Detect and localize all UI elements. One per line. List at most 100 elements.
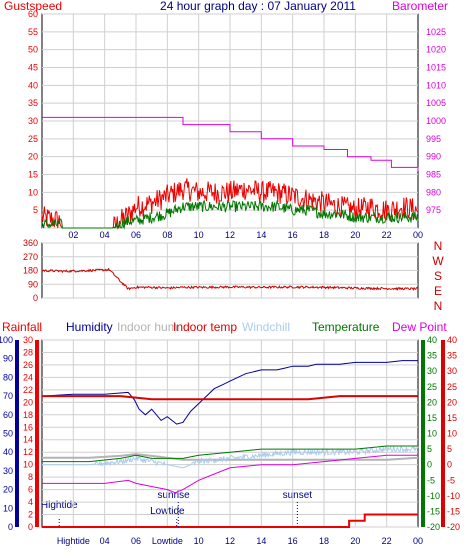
y-tick-temperature-30: 30 (427, 366, 437, 376)
y-tick-humidity-50: 50 (3, 429, 13, 439)
y-tick-rainfall-26: 26 (23, 360, 33, 370)
y-tick-gust-25: 25 (28, 134, 38, 144)
y-tick-indoor-temperature--20: -20 (447, 522, 460, 532)
y-tick-baro-975: 975 (426, 205, 441, 215)
legend-indoor-temp: Indoor temp (173, 320, 237, 334)
legend-temperature: Temperature (312, 320, 380, 334)
y-tick-temperature-25: 25 (427, 382, 437, 392)
y-tick-temperature--10: -10 (427, 491, 440, 501)
y-tick-temperature-5: 5 (427, 444, 432, 454)
y-tick-gust-35: 35 (28, 98, 38, 108)
y-tick-humidity-60: 60 (3, 410, 13, 420)
x-tick-temperature-22: 22 (382, 536, 392, 546)
y-tick-rainfall-20: 20 (23, 397, 33, 407)
series-windchill (42, 445, 419, 469)
legend-windchill: Windchill (242, 320, 290, 334)
y-tick-rainfall-2: 2 (28, 510, 33, 520)
x-tick-wind-02: 02 (68, 230, 78, 240)
y-tick-indoor-temperature-25: 25 (447, 382, 457, 392)
y-tick-rainfall-6: 6 (28, 485, 33, 495)
y-tick-humidity-40: 40 (3, 447, 13, 457)
sunset-label: sunset (283, 490, 313, 501)
y-tick-rainfall-18: 18 (23, 410, 33, 420)
axis-tick-labels: 5101520253035404550556097598098599099510… (0, 9, 460, 546)
y-tick-direction-270: 270 (23, 252, 38, 262)
x-tick-temperature-lowtide: Lowtide (152, 536, 183, 546)
series-temperature (42, 445, 418, 463)
y-tick-humidity-10: 10 (3, 503, 13, 513)
y-tick-gust-5: 5 (33, 205, 38, 215)
x-tick-temperature-14: 14 (256, 536, 266, 546)
legend-dew-point: Dew Point (392, 320, 447, 334)
y-tick-temperature-35: 35 (427, 351, 437, 361)
y-tick-baro-995: 995 (426, 134, 441, 144)
y-tick-temperature-0: 0 (427, 460, 432, 470)
y-tick-rainfall-8: 8 (28, 472, 33, 482)
y-tick-rainfall-16: 16 (23, 422, 33, 432)
temperature-axis-bar (421, 340, 425, 527)
y-tick-temperature--20: -20 (427, 522, 440, 532)
legend-indoor-hum: Indoor hum (117, 320, 178, 334)
y-tick-humidity-80: 80 (3, 372, 13, 382)
y-tick-baro-980: 980 (426, 187, 441, 197)
y-tick-temperature--15: -15 (427, 506, 440, 516)
y-tick-indoor-temperature--10: -10 (447, 491, 460, 501)
y-tick-temperature-20: 20 (427, 397, 437, 407)
compass-n-top-label: N (434, 239, 443, 253)
x-tick-temperature-18: 18 (319, 536, 329, 546)
y-tick-humidity-30: 30 (3, 466, 13, 476)
x-tick-temperature-06: 06 (131, 536, 141, 546)
legend-rainfall: Rainfall (2, 320, 42, 334)
y-tick-direction-360: 360 (23, 238, 38, 248)
y-tick-gust-55: 55 (28, 27, 38, 37)
x-tick-wind-08: 08 (162, 230, 172, 240)
sunrise-label: sunrise (157, 490, 190, 501)
x-tick-wind-10: 10 (194, 230, 204, 240)
y-tick-indoor-temperature-15: 15 (447, 413, 457, 423)
y-tick-baro-990: 990 (426, 152, 441, 162)
y-tick-indoor-temperature-10: 10 (447, 429, 457, 439)
y-tick-baro-1020: 1020 (426, 45, 446, 55)
y-tick-rainfall-30: 30 (23, 335, 33, 345)
series-barometer (42, 116, 419, 171)
series-rainfall (42, 513, 418, 528)
x-tick-temperature-12: 12 (225, 536, 235, 546)
y-tick-baro-1025: 1025 (426, 27, 446, 37)
series-wind-direction (41, 267, 419, 291)
y-tick-humidity-100: 100 (0, 335, 13, 345)
y-tick-direction-180: 180 (23, 266, 38, 276)
y-tick-gust-60: 60 (28, 9, 38, 19)
y-tick-humidity-0: 0 (8, 522, 13, 532)
y-tick-indoor-temperature-35: 35 (447, 351, 457, 361)
compass-s-label: S (434, 269, 442, 283)
y-tick-baro-1000: 1000 (426, 116, 446, 126)
y-tick-rainfall-22: 22 (23, 385, 33, 395)
series-humidity (41, 360, 418, 425)
y-tick-gust-10: 10 (28, 187, 38, 197)
y-tick-baro-985: 985 (426, 170, 441, 180)
x-tick-wind-18: 18 (319, 230, 329, 240)
y-tick-indoor-temperature--15: -15 (447, 506, 460, 516)
x-tick-wind-14: 14 (256, 230, 266, 240)
x-tick-wind-00: 00 (413, 230, 423, 240)
x-tick-wind-22: 22 (382, 230, 392, 240)
y-tick-indoor-temperature-30: 30 (447, 366, 457, 376)
y-tick-humidity-90: 90 (3, 354, 13, 364)
hightide-label: Hightide (41, 500, 78, 511)
x-tick-temperature-20: 20 (350, 536, 360, 546)
y-tick-rainfall-10: 10 (23, 460, 33, 470)
barometer-axis-title: Barometer (392, 0, 448, 13)
y-tick-temperature-10: 10 (427, 429, 437, 439)
y-tick-rainfall-4: 4 (28, 497, 33, 507)
x-tick-temperature-10: 10 (194, 536, 204, 546)
x-tick-wind-20: 20 (350, 230, 360, 240)
y-tick-gust-45: 45 (28, 63, 38, 73)
y-tick-gust-50: 50 (28, 45, 38, 55)
y-tick-rainfall-24: 24 (23, 372, 33, 382)
compass-n-bottom-label: N (434, 299, 443, 313)
y-tick-rainfall-28: 28 (23, 347, 33, 357)
y-tick-gust-30: 30 (28, 116, 38, 126)
compass-w-label: W (432, 254, 444, 268)
